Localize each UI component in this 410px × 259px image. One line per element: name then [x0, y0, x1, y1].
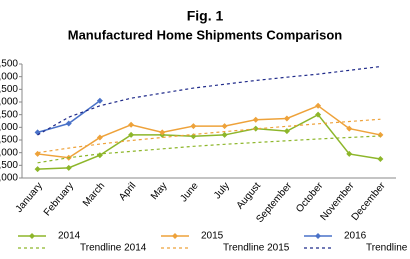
point-marker [283, 115, 290, 122]
x-tick-label: March [81, 181, 107, 209]
x-tick-label: May [149, 181, 170, 203]
point-marker [346, 125, 353, 132]
point-marker [96, 97, 103, 104]
x-tick-label: June [178, 180, 201, 204]
trendline [37, 65, 381, 136]
legend-marker [172, 233, 178, 239]
point-marker [65, 164, 72, 171]
point-marker [315, 102, 322, 109]
point-marker [159, 129, 166, 136]
point-marker [377, 131, 384, 138]
trendline [37, 135, 381, 164]
legend-label: Trendline 2014 [80, 243, 147, 254]
legend-label: 2014 [58, 231, 81, 242]
legend-label: 2016 [344, 231, 367, 242]
point-marker [96, 134, 103, 141]
legend-label: 2015 [201, 231, 224, 242]
line-series [37, 104, 381, 159]
legend-marker [29, 233, 35, 239]
y-tick-label: 8,500 [0, 59, 18, 70]
point-marker [283, 128, 290, 135]
x-tick-label: July [212, 181, 232, 202]
point-marker [252, 116, 259, 123]
x-tick-label: October [294, 180, 326, 215]
point-marker [315, 111, 322, 118]
legend-label: Trendline 2015 [223, 243, 290, 254]
x-tick-label: February [42, 181, 76, 219]
y-tick-label: 8,000 [0, 71, 18, 82]
point-marker [221, 123, 228, 130]
line-series [37, 113, 381, 170]
legend-label: Trendline 2016 [366, 243, 410, 254]
y-tick-label: 4,000 [0, 173, 18, 184]
y-tick-label: 5,500 [0, 135, 18, 146]
point-marker [34, 166, 41, 173]
point-marker [221, 131, 228, 138]
x-tick-label: April [117, 181, 138, 203]
chart-subtitle: Manufactured Home Shipments Comparison [68, 27, 343, 42]
point-marker [346, 150, 353, 157]
point-marker [128, 121, 135, 128]
y-tick-label: 5,000 [0, 147, 18, 158]
y-tick-label: 6,000 [0, 122, 18, 133]
x-tick-label: August [235, 180, 264, 211]
y-tick-label: 7,500 [0, 84, 18, 95]
point-marker [65, 120, 72, 127]
point-marker [252, 125, 259, 132]
point-marker [377, 156, 384, 162]
y-tick-label: 4,500 [0, 160, 18, 171]
y-tick-label: 6,500 [0, 109, 18, 120]
legend-marker [315, 233, 321, 239]
point-marker [128, 131, 135, 138]
point-marker [190, 123, 197, 130]
chart-title: Fig. 1 [187, 8, 224, 24]
x-tick-label: January [14, 181, 45, 215]
y-tick-label: 7,000 [0, 97, 18, 108]
x-tick-label: December [350, 180, 389, 223]
